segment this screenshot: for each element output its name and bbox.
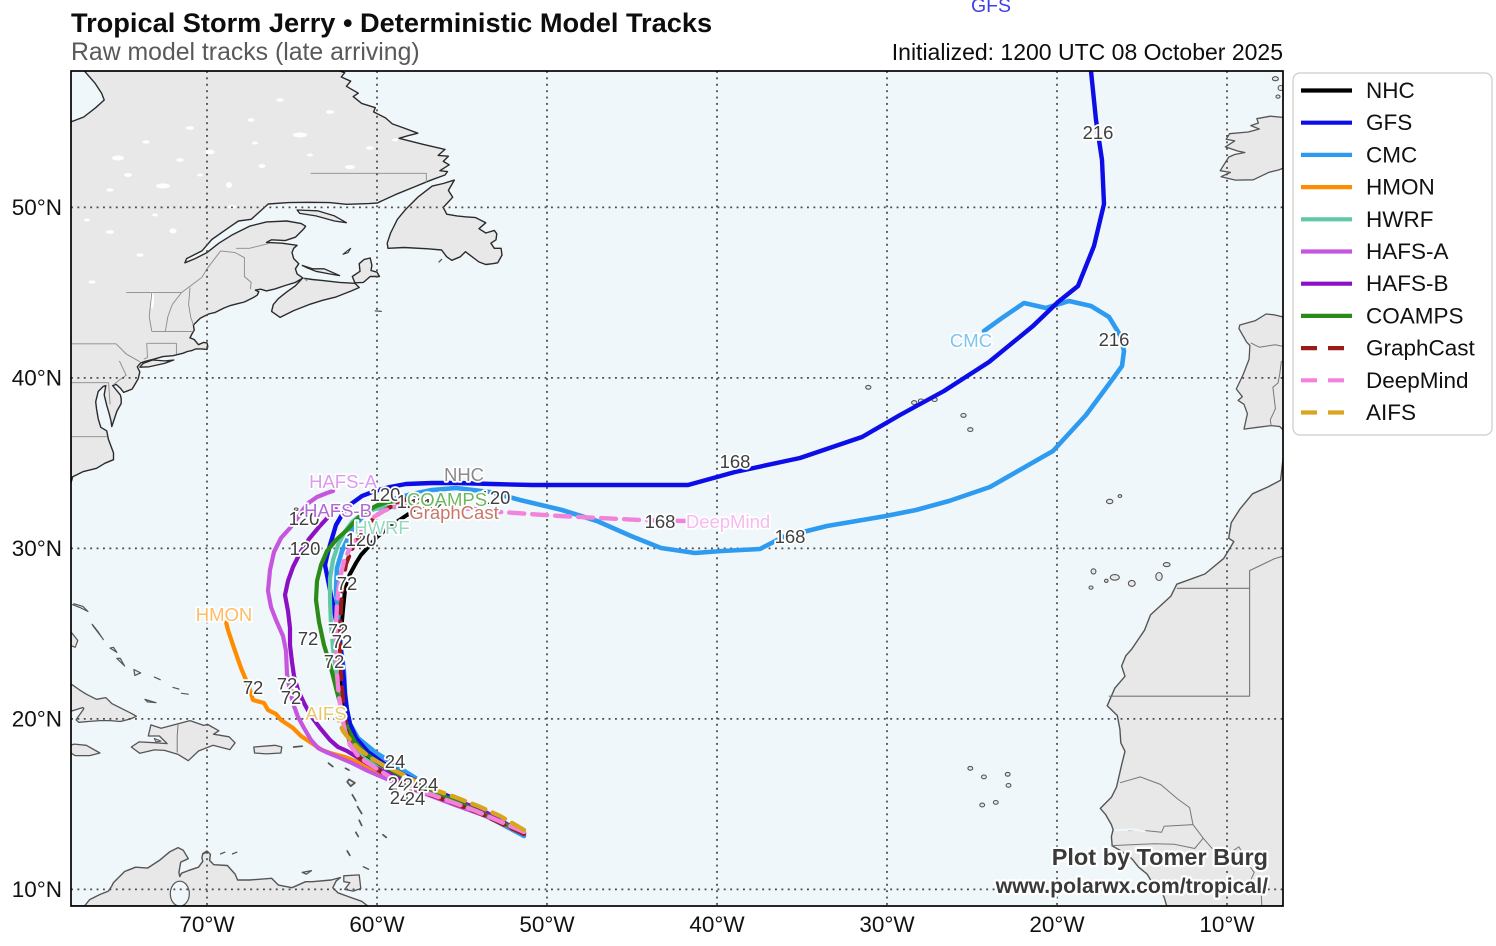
svg-text:HMON: HMON: [1366, 175, 1435, 200]
svg-text:CMC: CMC: [1366, 142, 1417, 167]
svg-text:72: 72: [324, 651, 345, 672]
svg-text:Raw model tracks (late arrivin: Raw model tracks (late arriving): [71, 39, 420, 66]
svg-text:10°N: 10°N: [12, 877, 62, 902]
svg-text:www.polarwx.com/tropical/: www.polarwx.com/tropical/: [995, 875, 1268, 898]
svg-text:40°W: 40°W: [689, 912, 745, 937]
svg-text:120: 120: [480, 487, 511, 508]
svg-text:Plot by Tomer Burg: Plot by Tomer Burg: [1052, 844, 1268, 870]
svg-text:20°N: 20°N: [12, 706, 62, 731]
svg-text:HAFS-B: HAFS-B: [304, 500, 372, 521]
svg-text:NHC: NHC: [444, 464, 484, 485]
svg-text:120: 120: [409, 495, 440, 516]
svg-text:24: 24: [405, 788, 426, 809]
svg-text:24: 24: [385, 751, 406, 772]
svg-text:72: 72: [328, 620, 349, 641]
svg-text:216: 216: [1083, 122, 1114, 143]
svg-text:168: 168: [645, 511, 676, 532]
svg-text:GFS: GFS: [1366, 110, 1412, 135]
svg-text:HWRF: HWRF: [1366, 207, 1433, 232]
svg-text:DeepMind: DeepMind: [686, 511, 770, 532]
svg-text:NHC: NHC: [1366, 78, 1415, 103]
svg-text:10°W: 10°W: [1199, 912, 1255, 937]
svg-text:72: 72: [337, 573, 358, 594]
svg-text:40°N: 40°N: [12, 365, 62, 390]
svg-text:120: 120: [423, 495, 454, 516]
svg-text:24: 24: [403, 774, 424, 795]
svg-text:168: 168: [775, 526, 806, 547]
svg-text:72: 72: [298, 628, 319, 649]
svg-text:COAMPS: COAMPS: [407, 489, 487, 510]
svg-text:50°N: 50°N: [12, 195, 62, 220]
svg-text:72: 72: [332, 631, 353, 652]
svg-text:GFS: GFS: [971, 0, 1011, 17]
svg-text:50°W: 50°W: [519, 912, 575, 937]
svg-text:120: 120: [346, 529, 377, 550]
svg-text:216: 216: [1099, 329, 1130, 350]
svg-text:120: 120: [370, 484, 401, 505]
svg-text:COAMPS: COAMPS: [1366, 303, 1464, 328]
svg-text:120: 120: [397, 491, 428, 512]
svg-text:AIFS: AIFS: [305, 703, 346, 724]
svg-text:AIFS: AIFS: [1366, 400, 1416, 425]
svg-text:GraphCast: GraphCast: [409, 502, 498, 523]
svg-text:Initialized: 1200 UTC 08 Octob: Initialized: 1200 UTC 08 October 2025: [892, 39, 1283, 65]
svg-text:HAFS-A: HAFS-A: [1366, 239, 1449, 264]
svg-text:DeepMind: DeepMind: [1366, 368, 1469, 393]
svg-text:72: 72: [243, 677, 264, 698]
svg-text:120: 120: [290, 538, 321, 559]
svg-text:70°W: 70°W: [179, 912, 235, 937]
svg-text:GraphCast: GraphCast: [1366, 336, 1476, 361]
svg-text:30°N: 30°N: [12, 536, 62, 561]
svg-text:20°W: 20°W: [1029, 912, 1085, 937]
svg-text:CMC: CMC: [950, 330, 992, 351]
svg-text:HAFS-B: HAFS-B: [1366, 271, 1449, 296]
svg-text:24: 24: [388, 773, 409, 794]
svg-text:60°W: 60°W: [349, 912, 405, 937]
svg-text:72: 72: [277, 674, 298, 695]
svg-text:30°W: 30°W: [859, 912, 915, 937]
svg-text:HAFS-A: HAFS-A: [309, 471, 378, 492]
svg-text:168: 168: [720, 451, 751, 472]
svg-text:HWRF: HWRF: [354, 517, 409, 538]
svg-text:120: 120: [289, 508, 320, 529]
svg-text:Tropical Storm Jerry • Determi: Tropical Storm Jerry • Deterministic Mod…: [71, 7, 712, 38]
svg-text:24: 24: [390, 787, 411, 808]
svg-text:24: 24: [418, 774, 439, 795]
svg-text:HMON: HMON: [196, 604, 253, 625]
svg-text:72: 72: [281, 687, 302, 708]
